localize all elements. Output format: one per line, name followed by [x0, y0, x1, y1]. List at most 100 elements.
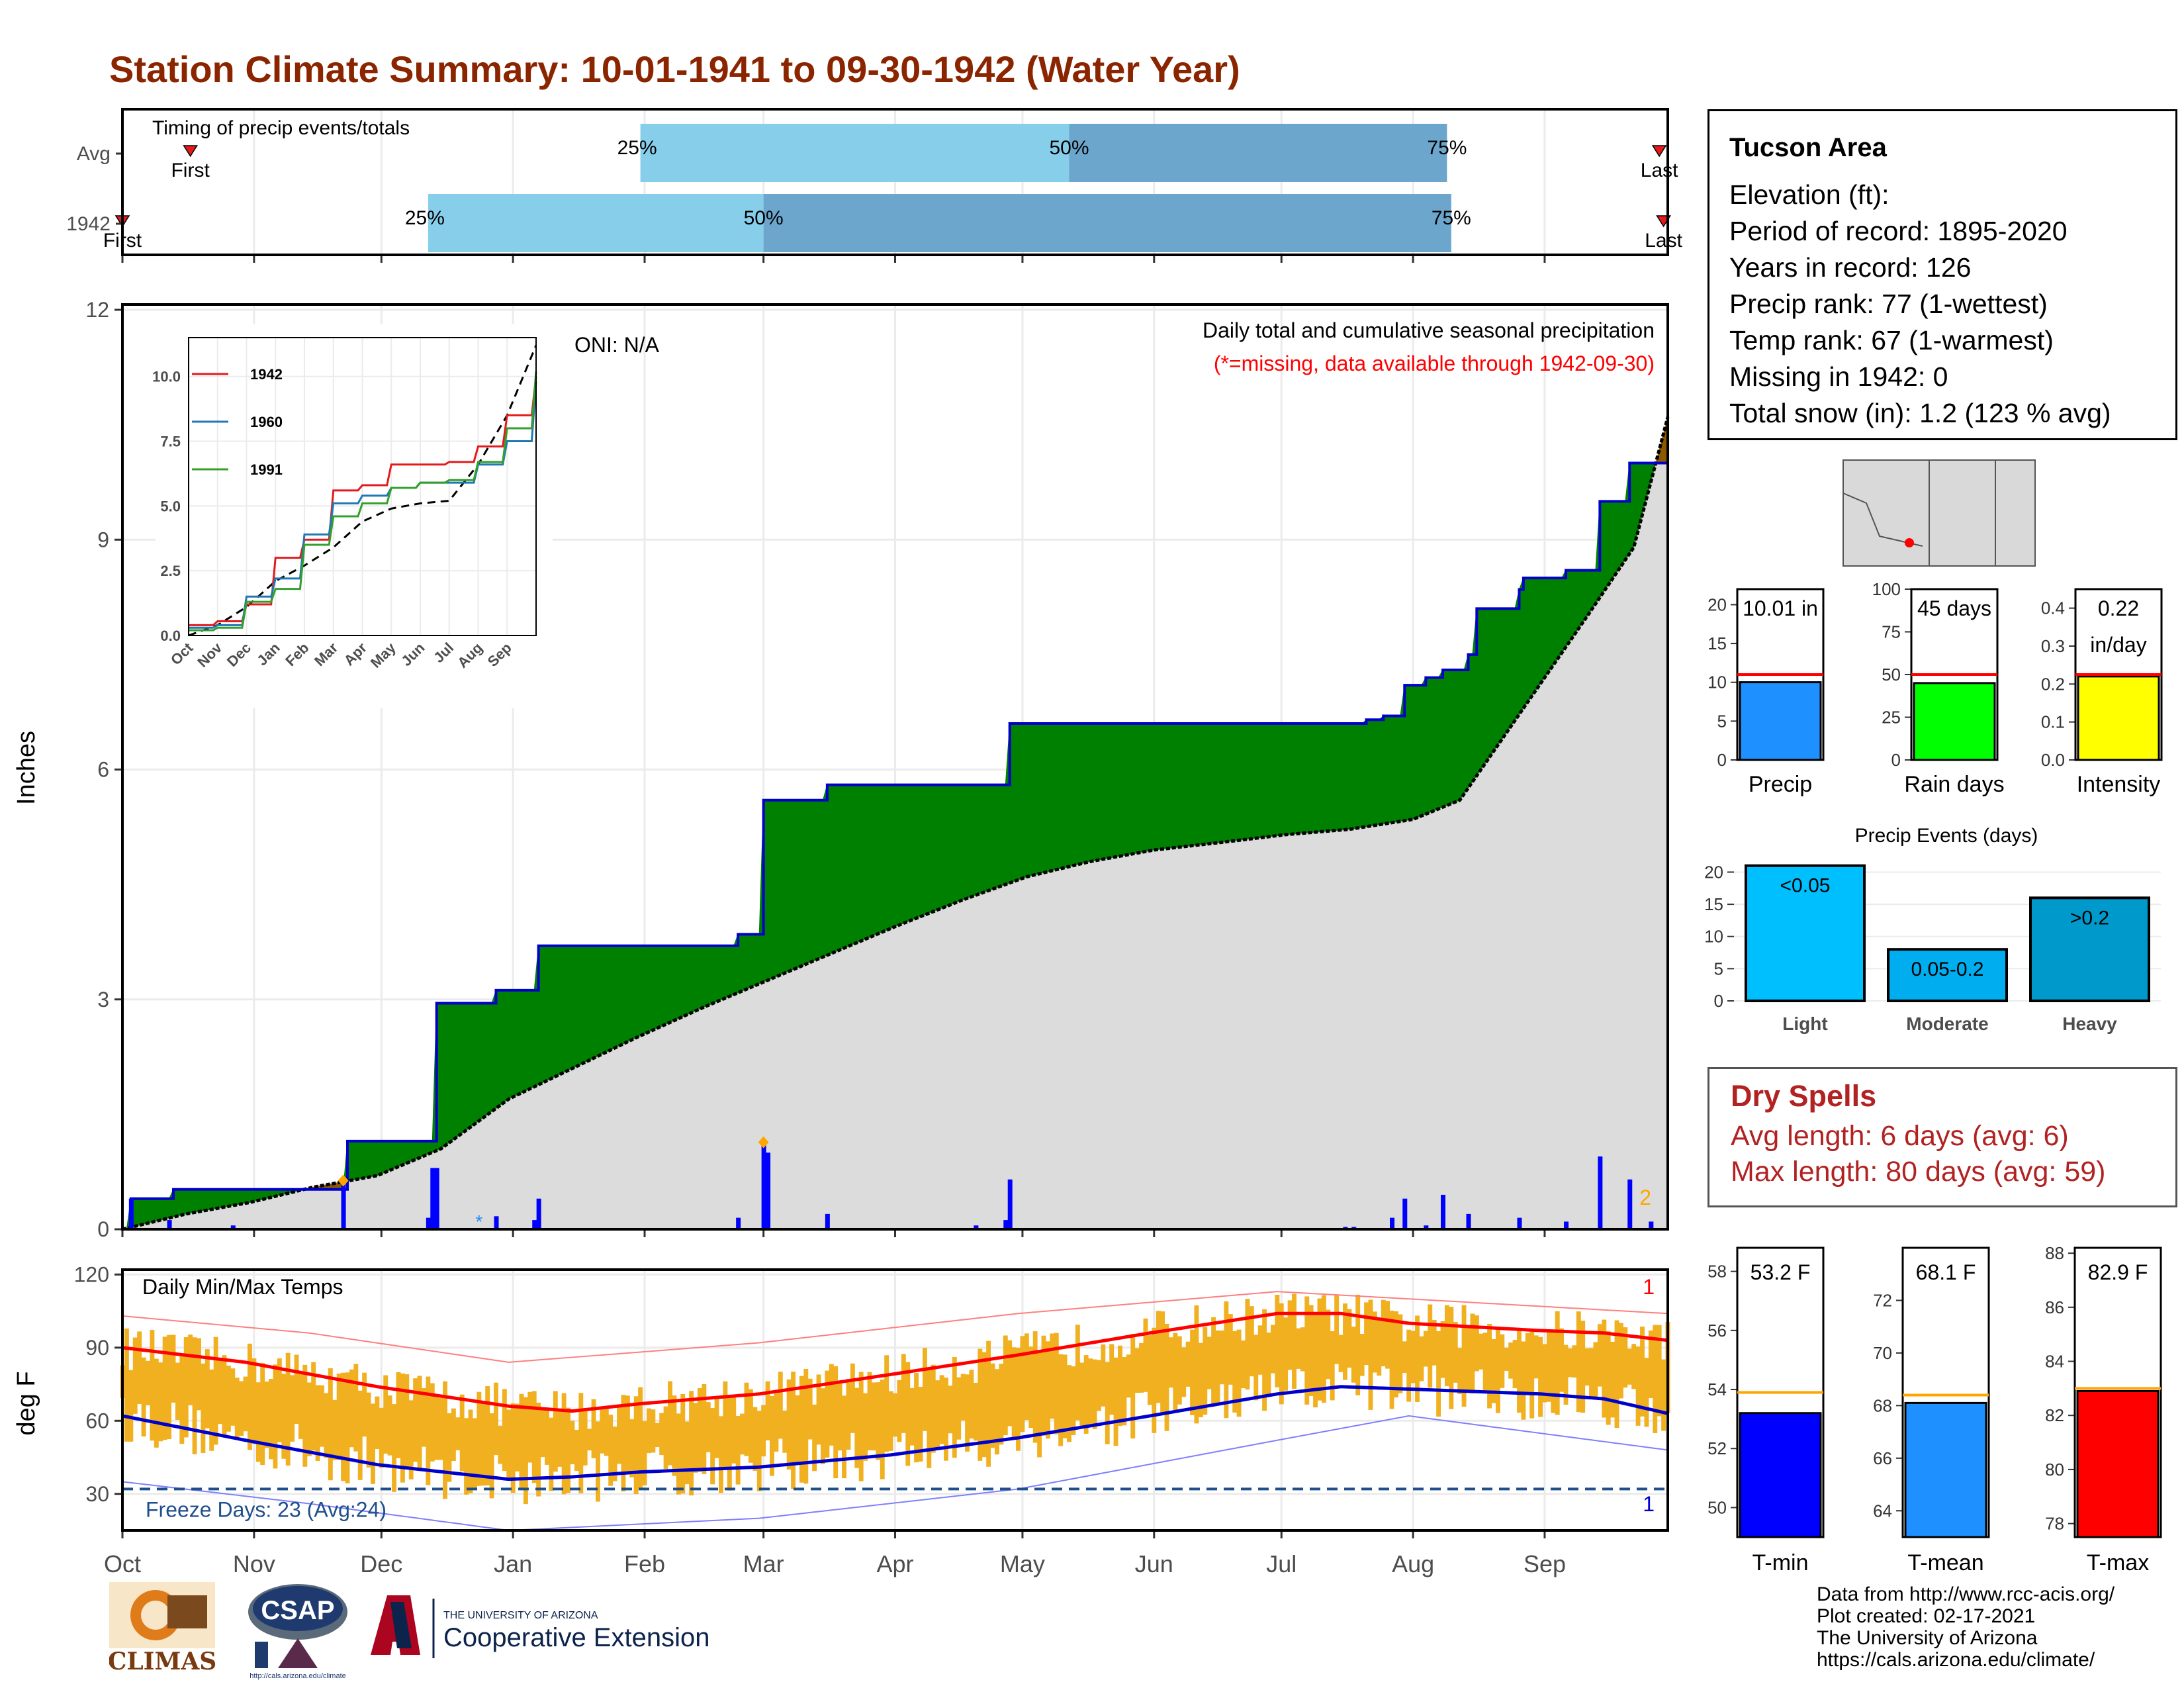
temps-daily-bar [485, 1386, 490, 1485]
temps-daily-bar [960, 1374, 966, 1421]
precip-above-avg-segment [1527, 577, 1533, 704]
temps-daily-bar [1169, 1337, 1173, 1388]
precip-above-avg-segment [937, 784, 942, 911]
temps-daily-bar [417, 1376, 422, 1468]
precip-above-avg-segment [381, 1141, 387, 1175]
precip-above-avg-segment [1370, 719, 1375, 827]
temps-daily-bar [1415, 1315, 1420, 1402]
temps-daily-bar [1338, 1335, 1343, 1372]
precip-above-avg-segment [1226, 723, 1231, 843]
events-bar [1745, 864, 1866, 1003]
precip-above-avg-segment [1141, 723, 1146, 853]
temps-daily-bar [1270, 1325, 1275, 1374]
precip-above-avg-segment [143, 1198, 148, 1225]
summary-y-tick-label: 50 [1882, 665, 1901, 684]
temps-daily-bar [162, 1336, 167, 1440]
precip-daily-bar [536, 1198, 541, 1229]
temps-daily-bar [557, 1409, 563, 1467]
temps-daily-bar [137, 1331, 142, 1405]
temps-daily-bar [1589, 1348, 1594, 1399]
temps-daily-bar [167, 1335, 172, 1440]
precip-above-avg-segment [899, 784, 904, 925]
temps-daily-bar [719, 1416, 723, 1493]
temp-summary-y-tick-label: 64 [1873, 1501, 1892, 1521]
temps-daily-bar [566, 1407, 571, 1493]
precip-above-avg-segment [1510, 608, 1516, 728]
precip-above-avg-segment [712, 945, 717, 1004]
temps-daily-bar [893, 1393, 897, 1437]
csap-logo: CSAP http://cals.arizona.edu/climate [248, 1584, 347, 1680]
temps-daily-bar [154, 1358, 159, 1448]
precip-above-avg-segment [593, 945, 598, 1059]
temps-daily-bar [1457, 1348, 1463, 1395]
temps-daily-bar [651, 1409, 656, 1453]
precip-above-avg-segment [190, 1189, 195, 1214]
temps-daily-bar [1067, 1365, 1071, 1442]
precip-above-avg-segment [653, 945, 658, 1031]
temps-daily-bar [1045, 1341, 1050, 1439]
temp-summary-label: T-max [2087, 1550, 2149, 1575]
inset-legend-label: 1991 [250, 461, 283, 478]
station-line-snow: Total snow (in): 1.2 (123 % avg) [1729, 398, 2111, 428]
temps-daily-bar [676, 1413, 681, 1495]
temps-daily-bar [948, 1385, 953, 1434]
temps-daily-bar [188, 1335, 193, 1405]
month-axis-label: Jul [1266, 1550, 1297, 1577]
temps-daily-bar [659, 1413, 664, 1456]
temps-daily-bar [230, 1368, 236, 1426]
temps-daily-bar [574, 1429, 579, 1472]
precip-above-avg-segment [1395, 715, 1401, 823]
precip-daily-bar [532, 1220, 537, 1229]
precip-above-avg-segment [1412, 684, 1418, 820]
temps-daily-bar [990, 1363, 995, 1448]
temp-summary-y-tick-label: 70 [1873, 1343, 1892, 1363]
precip-above-avg-segment [614, 945, 620, 1049]
precip-oni: ONI: N/A [574, 333, 660, 357]
precip-above-avg-segment [504, 990, 510, 1103]
dry-spells-max: Max length: 80 days (avg: 59) [1731, 1156, 2106, 1188]
precip-daily-bar [1564, 1221, 1569, 1229]
timing-pct-50: 50% [1049, 137, 1089, 159]
temps-y-tick-label: 60 [85, 1409, 109, 1432]
precip-above-avg-segment [882, 784, 887, 933]
precip-above-avg-segment [156, 1198, 161, 1222]
precip-above-avg-segment [1438, 669, 1443, 810]
precip-above-avg-segment [394, 1141, 399, 1169]
timing-pct-50: 50% [744, 207, 784, 229]
temp-summary-y-tick-label: 84 [2045, 1352, 2064, 1372]
precip-above-avg-segment [920, 784, 925, 917]
ua-logo: THE UNIVERSITY OF ARIZONA Cooperative Ex… [371, 1595, 709, 1658]
precip-above-avg-segment [1383, 715, 1388, 825]
temps-daily-bar [332, 1399, 338, 1460]
precip-above-avg-segment [827, 784, 832, 956]
summary-panel-label: Precip [1749, 772, 1812, 797]
temps-daily-bar [1181, 1347, 1187, 1397]
temps-daily-bar [205, 1349, 210, 1429]
summary-value-bar [2077, 675, 2160, 761]
temps-daily-bar [146, 1360, 150, 1405]
precip-above-avg-segment [661, 945, 666, 1027]
precip-above-avg-segment [1489, 608, 1494, 759]
precip-corner-count: 2 [1639, 1186, 1651, 1209]
temps-daily-bar [171, 1335, 176, 1403]
temps-daily-bar [1542, 1344, 1547, 1403]
temps-daily-bar [1580, 1321, 1586, 1413]
precip-above-avg-segment [767, 800, 772, 981]
precip-above-avg-segment [1332, 723, 1338, 831]
temps-daily-bar [183, 1337, 189, 1438]
temps-daily-bar [578, 1393, 584, 1493]
temps-daily-bar [438, 1397, 443, 1460]
temps-daily-bar [464, 1418, 469, 1495]
precip-above-avg-segment [1633, 463, 1639, 547]
temps-daily-bar [315, 1385, 320, 1461]
precip-above-avg-segment [1455, 669, 1461, 803]
precip-above-avg-segment [805, 800, 811, 965]
precip-daily-bar [974, 1225, 979, 1229]
summary-y-tick-label: 5 [1717, 711, 1727, 731]
temps-daily-bar [672, 1395, 677, 1476]
precip-above-avg-segment [551, 945, 556, 1080]
timing-bar-q3 [763, 194, 1451, 252]
temps-daily-bar [472, 1418, 477, 1489]
precip-above-avg-segment [1103, 723, 1108, 860]
temps-daily-bar [1177, 1336, 1182, 1405]
